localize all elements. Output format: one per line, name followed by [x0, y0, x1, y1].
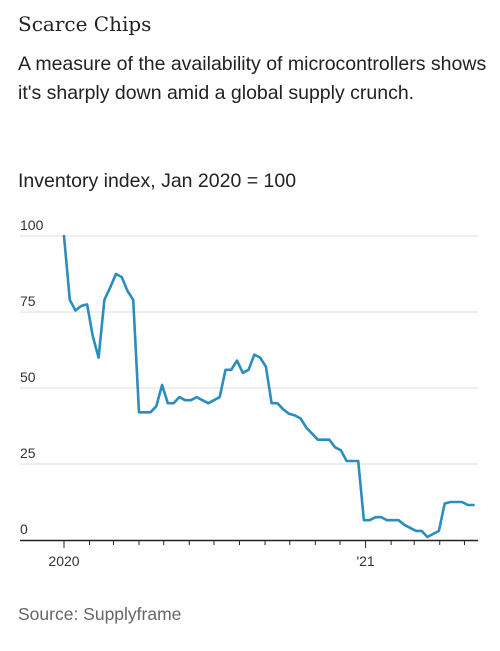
- series: [62, 234, 475, 539]
- y-tick-labels: 0 25 50 75 100: [20, 217, 44, 537]
- y-tick-label: 50: [20, 369, 36, 385]
- y-tick-label: 0: [20, 521, 28, 537]
- y-tick-label: 100: [20, 217, 44, 233]
- y-axis-unit-label: Inventory index, Jan 2020 = 100: [18, 170, 297, 192]
- series-line: [62, 234, 475, 539]
- y-tick-label: 25: [20, 445, 36, 461]
- chart-title: Scarce Chips: [18, 12, 152, 36]
- source-note: Source: Supplyframe: [18, 604, 182, 624]
- x-tick-label: 2020: [48, 553, 79, 569]
- gridlines: [20, 235, 478, 465]
- chart-subtitle: A measure of the availability of microco…: [18, 53, 487, 104]
- x-axis: 2020 '21: [20, 539, 478, 569]
- y-tick-label: 75: [20, 293, 36, 309]
- line-chart: 0 25 50 75 100 2020 '21: [20, 217, 478, 569]
- x-tick-label: '21: [356, 553, 374, 569]
